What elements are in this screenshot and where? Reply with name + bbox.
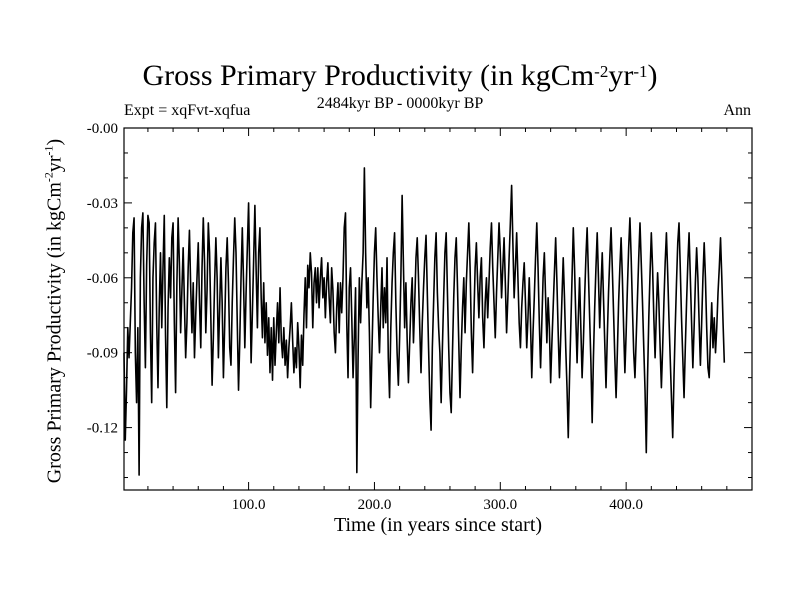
x-tick-label: 100.0 [232, 497, 266, 513]
x-tick-label: 400.0 [609, 497, 643, 513]
y-tick-label: -0.12 [87, 421, 118, 437]
plot-frame [123, 127, 753, 491]
season-label: Ann [723, 102, 751, 119]
y-axis-label: Gross Primary Productivity (in kgCm-2yr-… [41, 138, 66, 484]
chart-title: Gross Primary Productivity (in kgCm-2yr-… [142, 59, 658, 92]
x-tick-label: 200.0 [358, 497, 392, 513]
axis-tick-labels: 100.0 200.0 300.0 400.0 -0.00 -0.03 -0.06 -0.09… [87, 121, 643, 513]
x-tick-label: 300.0 [483, 497, 517, 513]
experiment-label: Expt = xqFvt-xqfua [124, 102, 251, 119]
chart-subtitle: 2484kyr BP - 0000kyr BP [316, 95, 484, 112]
y-tick-label: -0.09 [87, 346, 118, 362]
y-tick-label: -0.00 [87, 121, 118, 137]
y-tick-label: -0.06 [87, 271, 119, 287]
x-axis-label: Time (in years since start) [333, 514, 543, 536]
y-tick-label: -0.03 [87, 196, 118, 212]
series-line [123, 167, 726, 476]
